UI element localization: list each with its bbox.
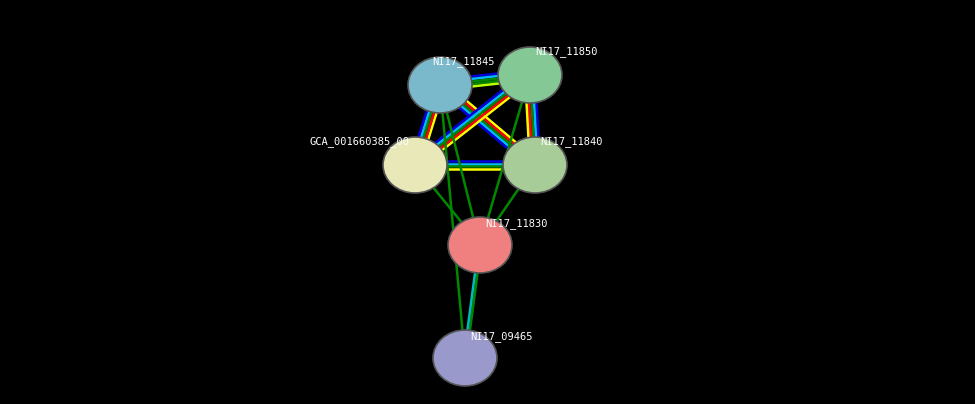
- Ellipse shape: [433, 330, 497, 386]
- Text: NI17_11830: NI17_11830: [485, 218, 548, 229]
- Ellipse shape: [448, 217, 512, 273]
- Ellipse shape: [383, 137, 447, 193]
- Text: NI17_09465: NI17_09465: [470, 331, 532, 342]
- Text: NI17_11840: NI17_11840: [540, 136, 603, 147]
- Ellipse shape: [498, 47, 562, 103]
- Text: NI17_11850: NI17_11850: [535, 46, 598, 57]
- Text: NI17_11845: NI17_11845: [432, 56, 494, 67]
- Ellipse shape: [503, 137, 567, 193]
- Ellipse shape: [408, 57, 472, 113]
- Text: GCA_001660385_00: GCA_001660385_00: [310, 136, 410, 147]
